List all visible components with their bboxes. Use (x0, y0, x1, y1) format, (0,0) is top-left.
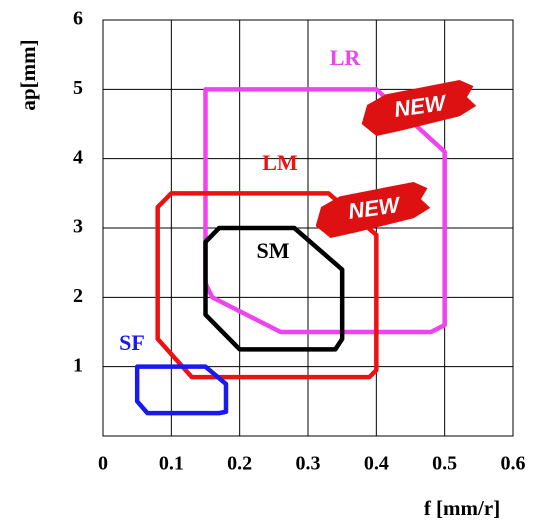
x-tick-label: 0 (98, 453, 108, 475)
region-label: SF (119, 330, 145, 355)
region (203, 225, 345, 352)
new-badge: NEW (315, 181, 431, 239)
badge-brush (315, 181, 431, 239)
y-tick-label: 1 (73, 354, 83, 376)
region (203, 87, 447, 335)
region-label: LR (330, 45, 362, 70)
y-tick-label: 5 (73, 77, 83, 99)
x-tick-label: 0.6 (501, 453, 526, 475)
x-tick-label: 0.1 (159, 453, 184, 475)
region (134, 364, 229, 416)
badge-brush (361, 79, 477, 137)
x-tick-label: 0.2 (227, 453, 252, 475)
new-badge: NEW (361, 79, 477, 137)
y-tick-label: 4 (73, 146, 83, 168)
y-tick-label: 6 (73, 8, 83, 30)
x-axis-title: f [mm/r] (424, 496, 500, 520)
x-tick-label: 0.3 (296, 453, 321, 475)
y-tick-label: 2 (73, 285, 83, 307)
y-axis-title: ap[mm] (16, 39, 40, 110)
y-tick-label: 3 (73, 216, 83, 238)
x-tick-label: 0.4 (364, 453, 389, 475)
x-tick-label: 0.5 (432, 453, 457, 475)
region-label: LM (262, 150, 298, 175)
region (155, 191, 379, 380)
region-label: SM (257, 238, 290, 263)
